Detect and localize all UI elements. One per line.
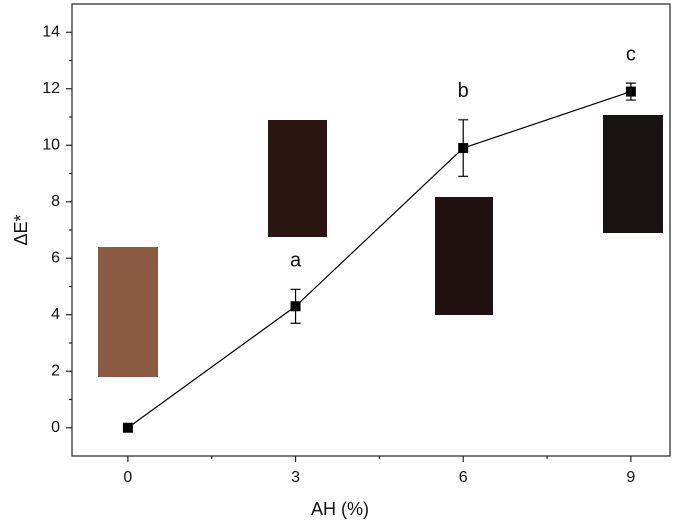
y-tick-label: 0 (51, 419, 60, 436)
y-tick-label: 4 (51, 306, 60, 323)
x-tick-label: 0 (123, 469, 132, 486)
plot-frame (72, 4, 670, 456)
chart: AH (%) ΔE* 0 2 4 6 8 10 12 14 0 3 6 9 a b c (0, 0, 679, 525)
y-tick-label: 6 (51, 249, 60, 266)
point-label: c (626, 43, 636, 65)
x-tick-label: 3 (291, 469, 300, 486)
y-axis-label: ΔE* (11, 214, 31, 245)
point-label: a (290, 250, 302, 272)
x-tick-label: 6 (459, 469, 468, 486)
point-label: b (458, 80, 469, 102)
y-tick-label: 12 (42, 80, 60, 97)
sample-image (435, 197, 493, 315)
data-point (458, 143, 468, 153)
y-tick-label: 10 (42, 136, 60, 153)
x-axis-label: AH (%) (311, 499, 369, 519)
sample-image (268, 120, 327, 237)
sample-image (603, 115, 663, 233)
data-line (128, 92, 631, 428)
y-tick-label: 14 (42, 23, 60, 40)
x-tick-label: 9 (626, 469, 635, 486)
data-point (123, 423, 133, 433)
data-point (626, 87, 636, 97)
y-tick-label: 8 (51, 193, 60, 210)
sample-image (98, 247, 158, 377)
data-point (291, 301, 301, 311)
y-tick-label: 2 (51, 362, 60, 379)
